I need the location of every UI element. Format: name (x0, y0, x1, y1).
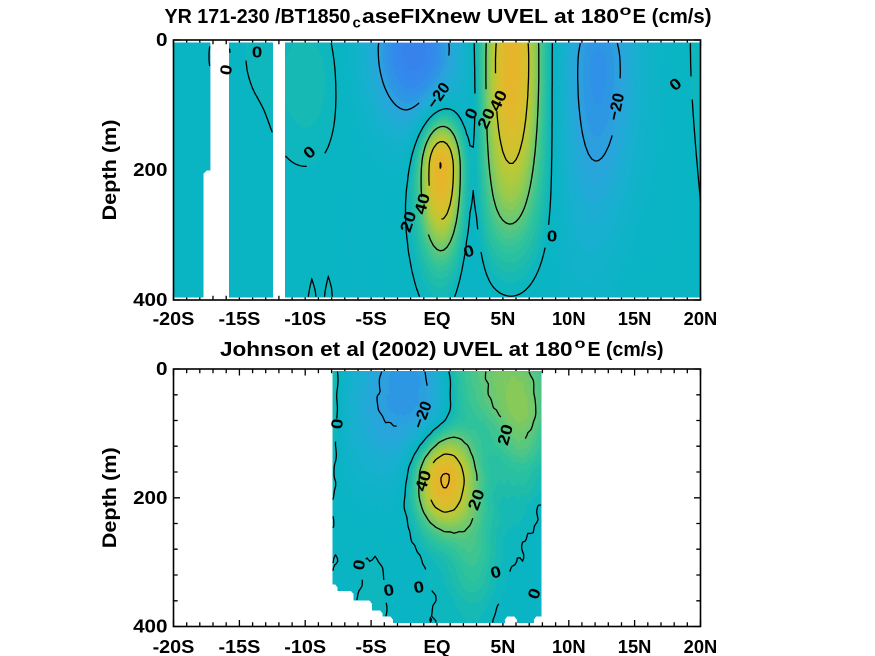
svg-text:40: 40 (412, 192, 434, 217)
svg-text:0: 0 (351, 558, 370, 571)
svg-text:aseFIXnew UVEL at 180: aseFIXnew UVEL at 180 (362, 6, 619, 28)
svg-text:20N: 20N (684, 309, 718, 329)
svg-text:10N: 10N (552, 637, 586, 656)
svg-text:-5S: -5S (355, 309, 387, 329)
svg-text:20: 20 (398, 209, 421, 234)
svg-text:5N: 5N (490, 637, 515, 656)
svg-text:0: 0 (489, 563, 504, 582)
svg-text:-5S: -5S (355, 637, 387, 656)
svg-text:20N: 20N (684, 637, 718, 656)
svg-text:-20S: -20S (153, 637, 195, 656)
svg-text:0: 0 (156, 359, 168, 379)
svg-text:400: 400 (133, 617, 167, 637)
svg-text:-20S: -20S (153, 309, 195, 329)
svg-text:-10S: -10S (284, 309, 326, 329)
svg-text:o: o (575, 335, 586, 351)
svg-text:40: 40 (413, 468, 436, 493)
svg-text:0: 0 (329, 418, 347, 430)
svg-text:10N: 10N (552, 309, 586, 329)
svg-text:E (cm/s): E (cm/s) (633, 6, 712, 28)
svg-text:Depth (m): Depth (m) (100, 120, 121, 221)
svg-text:0: 0 (252, 45, 263, 62)
svg-text:EQ: EQ (424, 637, 451, 656)
svg-text:15N: 15N (618, 637, 652, 656)
svg-text:Johnson et al (2002) UVEL at 1: Johnson et al (2002) UVEL at 180 (220, 339, 573, 361)
svg-text:EQ: EQ (424, 309, 451, 329)
svg-text:15N: 15N (618, 309, 652, 329)
svg-text:0: 0 (218, 63, 237, 76)
svg-text:E (cm/s): E (cm/s) (588, 339, 664, 361)
svg-text:20: 20 (465, 487, 488, 513)
svg-text:0: 0 (462, 242, 477, 261)
svg-text:200: 200 (133, 160, 167, 180)
svg-text:20: 20 (495, 423, 517, 448)
svg-text:YR 171-230 /BT1850: YR 171-230 /BT1850 (165, 6, 351, 28)
svg-text:o: o (620, 2, 632, 18)
svg-text:Depth (m): Depth (m) (100, 447, 121, 548)
svg-text:0: 0 (156, 30, 168, 50)
svg-text:-15S: -15S (219, 637, 261, 656)
svg-text:-15S: -15S (219, 309, 261, 329)
svg-text:0: 0 (412, 579, 425, 598)
svg-text:-10S: -10S (284, 637, 326, 656)
svg-text:200: 200 (133, 488, 167, 508)
svg-text:c: c (353, 15, 361, 32)
svg-text:400: 400 (133, 290, 167, 310)
svg-text:5N: 5N (490, 309, 515, 329)
svg-text:−20: −20 (606, 92, 628, 123)
svg-text:0: 0 (382, 582, 395, 601)
svg-text:0: 0 (547, 229, 558, 246)
